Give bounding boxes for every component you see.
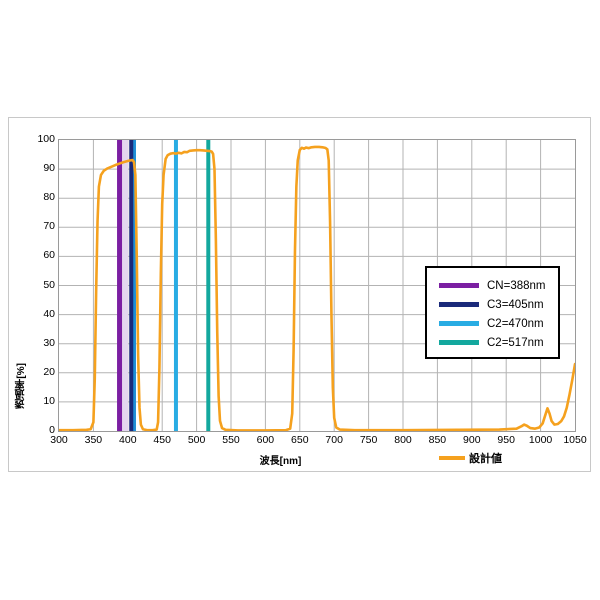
x-axis-tick-label: 1000	[528, 434, 553, 446]
legend-label: CN=388nm	[487, 279, 546, 292]
legend-swatch	[439, 283, 479, 288]
series-line-0	[59, 145, 575, 431]
legend-swatch	[439, 302, 479, 307]
x-axis-tick-label: 750	[359, 434, 378, 446]
y-axis-tick-label: 40	[43, 307, 55, 320]
x-axis-tick-label: 500	[187, 434, 206, 446]
x-axis-tick-label: 450	[153, 434, 171, 446]
y-axis-tick-label: 80	[43, 191, 55, 204]
wavelength-markers	[117, 140, 211, 431]
y-axis-tick-label: 0	[49, 424, 55, 436]
x-axis-tick-label: 350	[84, 434, 103, 446]
series-legend-label: 設計値	[469, 453, 502, 465]
y-axis-tick-label: 10	[43, 394, 55, 407]
x-axis-tick-label: 550	[222, 434, 240, 446]
y-axis-tick-label: 70	[43, 220, 55, 233]
legend-label: C2=517nm	[487, 336, 544, 349]
gridlines	[59, 140, 575, 431]
legend-swatch	[439, 321, 479, 326]
x-axis-tick-label: 800	[394, 434, 412, 446]
legend-item: CN=388nm	[439, 276, 558, 295]
chart-frame: 透過率[%] 0 10 20 30 40 50 60 70 80 90 100 300 350 400 4…	[8, 117, 591, 472]
x-axis-title: 波長[nm]	[259, 456, 302, 467]
legend-swatch	[439, 340, 479, 345]
x-axis-tick-label: 300	[50, 434, 68, 446]
x-axis-tick-label: 650	[291, 434, 309, 446]
legend-item: C2=470nm	[439, 314, 558, 333]
y-axis-tick-label: 20	[43, 365, 55, 378]
series-legend: 設計値	[439, 450, 502, 466]
x-axis-tick-label: 850	[428, 434, 447, 446]
legend-item: C3=405nm	[439, 295, 558, 314]
x-axis-tick-label: 700	[325, 434, 343, 446]
extra-markers	[122, 140, 136, 431]
y-axis-tick-labels: 0 10 20 30 40 50 60 70 80 90 100	[21, 118, 55, 453]
legend-label: C2=470nm	[487, 317, 544, 330]
y-axis-tick-label: 50	[43, 278, 55, 291]
legend-item: C2=517nm	[439, 333, 558, 352]
x-axis-tick-label: 600	[256, 434, 275, 446]
x-axis-tick-label: 950	[497, 434, 515, 446]
y-axis-tick-label: 60	[43, 249, 55, 262]
y-axis-tick-label: 100	[37, 133, 55, 145]
plot-svg	[59, 140, 575, 431]
x-axis-tick-label: 400	[119, 434, 137, 446]
x-axis-tick-labels: 300 350 400 450 500 550 600 650 700 750 800 850 900 9…	[50, 434, 586, 454]
legend-label: C3=405nm	[487, 298, 544, 311]
marker-legend: CN=388nm C3=405nm C2=470nm C2=517nm	[425, 266, 560, 359]
y-axis-tick-label: 30	[43, 336, 55, 349]
x-axis-tick-label: 1050	[563, 434, 587, 446]
x-axis-tick-label: 900	[463, 434, 481, 446]
y-axis-tick-label: 90	[43, 162, 55, 175]
series-legend-swatch	[439, 456, 465, 460]
plot-area	[58, 139, 576, 432]
